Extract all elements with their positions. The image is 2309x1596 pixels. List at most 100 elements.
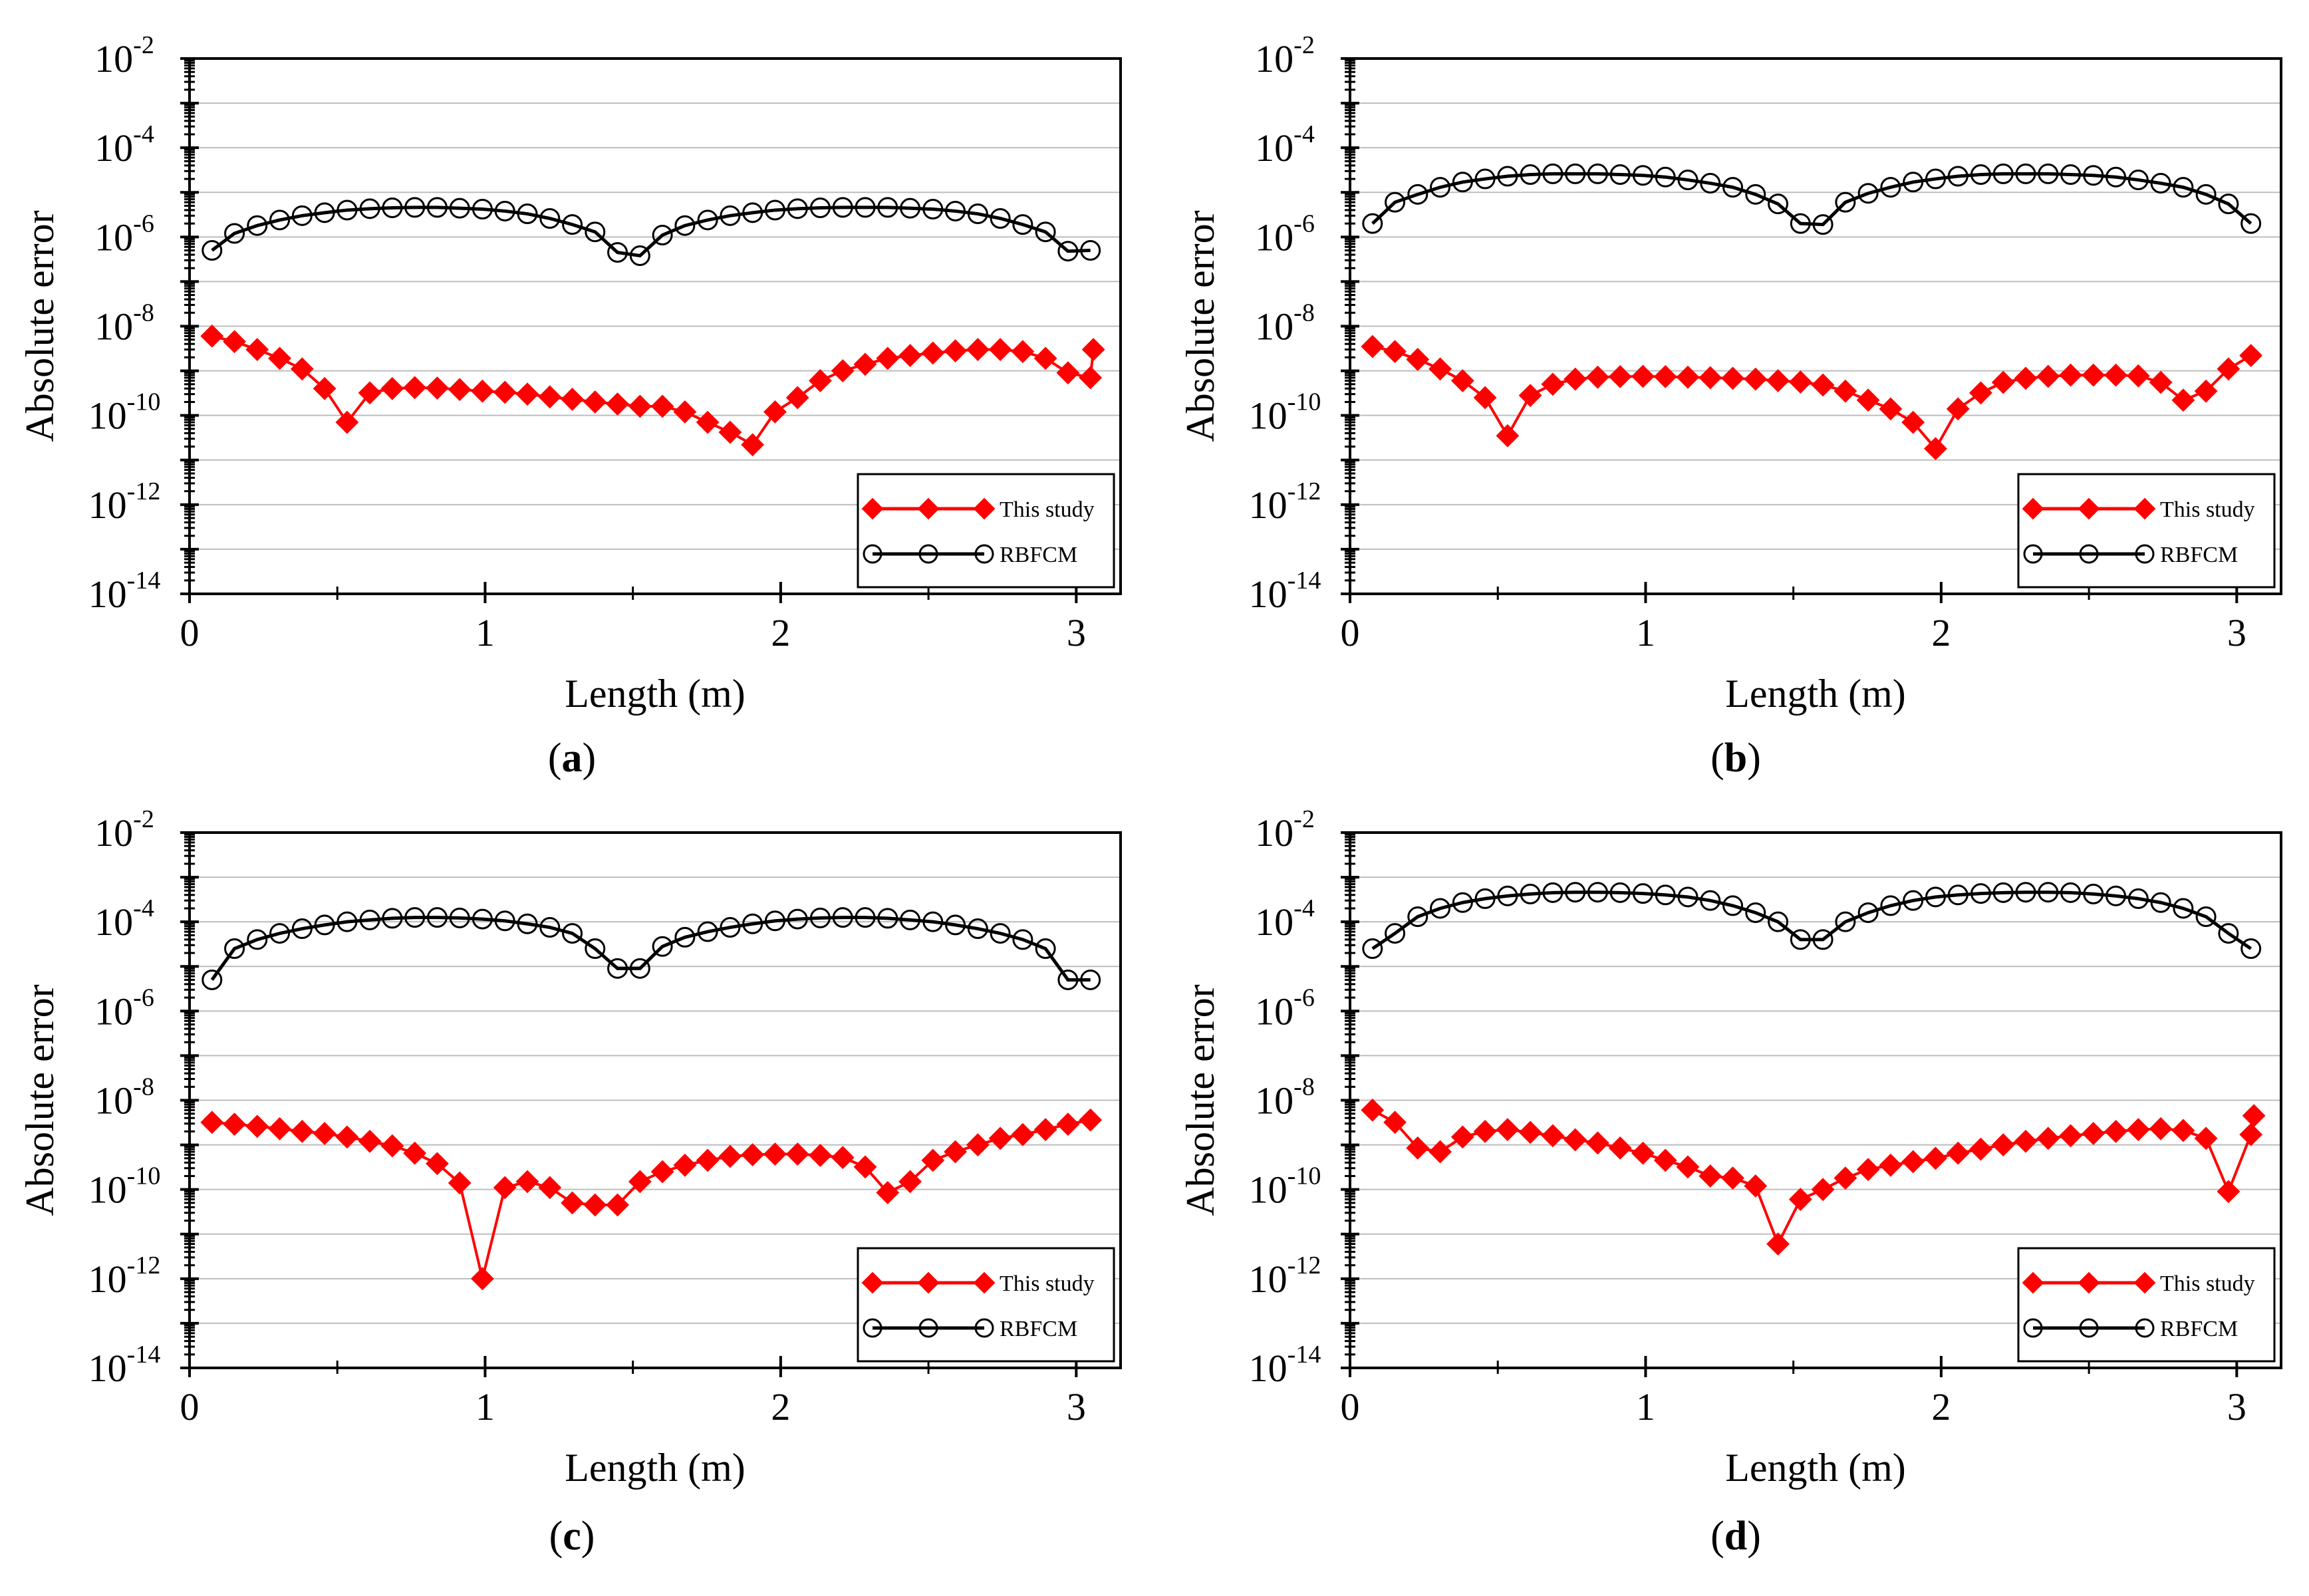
data-point-circle <box>1677 886 1698 908</box>
data-point-diamond <box>448 378 472 402</box>
y-tick-label: 10-6 <box>1255 984 1315 1033</box>
y-tick-exponent: -10 <box>127 388 161 416</box>
data-point-circle <box>1565 163 1586 184</box>
y-tick-label: 10-14 <box>1249 1341 1321 1390</box>
data-point-diamond <box>2149 1117 2173 1140</box>
caption-letter: b <box>1724 735 1747 781</box>
data-point-diamond <box>921 1148 945 1172</box>
data-point-diamond <box>1924 1146 1947 1170</box>
data-point-diamond <box>763 1142 787 1166</box>
y-tick-exponent: -14 <box>127 1341 161 1369</box>
data-point-diamond <box>200 1111 224 1134</box>
data-point-circle <box>1407 184 1428 205</box>
x-tick-label: 1 <box>1636 1385 1655 1428</box>
y-tick-base: 10 <box>94 990 133 1033</box>
legend-label: RBFCM <box>2160 1317 2238 1341</box>
series-line <box>211 205 1091 258</box>
y-tick-label: 10-4 <box>94 894 154 944</box>
series-rbfcm <box>202 907 1101 990</box>
data-point-circle <box>945 200 966 221</box>
data-point-diamond <box>1788 370 1812 394</box>
data-point-diamond <box>1834 1166 1857 1190</box>
data-point-diamond <box>1676 365 1700 389</box>
y-tick-label: 10-12 <box>88 1252 161 1301</box>
data-point-diamond <box>448 1171 472 1195</box>
data-point-circle <box>517 203 538 225</box>
data-point-circle <box>1080 240 1101 261</box>
data-point-circle <box>1362 938 1383 960</box>
data-point-circle <box>967 918 988 940</box>
series-this-study <box>1361 334 2263 461</box>
y-tick-base: 10 <box>88 1258 127 1301</box>
data-point-circle <box>900 909 921 930</box>
data-point-circle <box>291 918 313 940</box>
legend-diamond-marker <box>2133 1271 2156 1294</box>
data-point-diamond <box>1946 397 1970 421</box>
data-point-diamond <box>988 338 1012 361</box>
data-point-diamond <box>876 1180 900 1204</box>
data-point-circle <box>1542 882 1563 903</box>
y-tick-exponent: -10 <box>1288 388 1321 416</box>
data-point-diamond <box>2149 370 2173 394</box>
data-point-circle <box>1970 883 1991 904</box>
legend-box <box>2017 1247 2276 1363</box>
data-point-circle <box>607 958 628 979</box>
data-point-diamond <box>785 386 809 410</box>
data-point-circle <box>2195 906 2217 928</box>
data-point-diamond <box>2036 364 2060 388</box>
legend-circle-marker <box>863 1318 883 1338</box>
data-point-diamond <box>944 339 967 363</box>
data-point-circle <box>1857 902 1879 923</box>
data-point-diamond <box>1473 1119 1497 1143</box>
legend-label: RBFCM <box>1000 543 1077 567</box>
legend-circle-marker <box>2135 544 2155 564</box>
data-point-diamond <box>921 341 945 365</box>
y-tick-base: 10 <box>1249 394 1288 438</box>
data-point-diamond <box>1011 340 1035 364</box>
y-tick-label: 10-4 <box>1255 894 1315 944</box>
data-point-circle <box>337 200 358 221</box>
data-point-diamond <box>1541 1124 1565 1148</box>
y-tick-base: 10 <box>94 1079 133 1123</box>
data-point-diamond <box>268 346 291 370</box>
legend-box <box>857 473 1115 589</box>
y-tick-exponent: -2 <box>1293 805 1315 833</box>
legend-diamond-marker <box>973 497 996 520</box>
legend-circle-marker <box>918 544 938 564</box>
data-point-circle <box>1609 882 1631 903</box>
data-point-circle <box>674 926 696 948</box>
data-point-circle <box>472 908 493 930</box>
y-tick-label: 10-6 <box>1255 209 1315 259</box>
data-point-diamond <box>650 1160 674 1184</box>
data-point-circle <box>269 923 291 944</box>
legend-circle-marker <box>2023 544 2043 564</box>
data-point-diamond <box>538 385 562 409</box>
data-point-circle <box>922 911 944 932</box>
y-tick-exponent: -4 <box>1293 894 1315 922</box>
data-point-circle <box>1700 890 1721 911</box>
data-point-diamond <box>313 376 337 400</box>
y-tick-label: 10-10 <box>1249 388 1321 438</box>
data-point-circle <box>742 202 763 223</box>
y-tick-exponent: -4 <box>133 120 154 148</box>
y-axis-label: Absolute error <box>1178 210 1222 442</box>
y-tick-base: 10 <box>94 126 133 170</box>
legend-label: This study <box>1000 497 1095 522</box>
data-point-circle <box>1565 882 1586 903</box>
x-tick-label: 1 <box>475 1385 495 1428</box>
data-point-circle <box>2015 882 2036 903</box>
data-point-circle <box>2105 885 2127 906</box>
data-point-circle <box>1609 164 1631 186</box>
data-point-circle <box>1407 906 1428 928</box>
data-point-diamond <box>471 379 494 403</box>
data-point-circle <box>877 197 898 218</box>
y-tick-base: 10 <box>1255 1079 1293 1123</box>
data-point-diamond <box>583 1193 607 1217</box>
x-tick-label: 2 <box>1931 1385 1951 1428</box>
data-point-circle <box>562 214 583 235</box>
data-point-circle <box>1880 895 1901 916</box>
data-point-diamond <box>650 394 674 418</box>
data-point-diamond <box>1698 1164 1722 1188</box>
x-tick-label: 2 <box>771 1385 790 1428</box>
data-point-diamond <box>966 338 990 361</box>
